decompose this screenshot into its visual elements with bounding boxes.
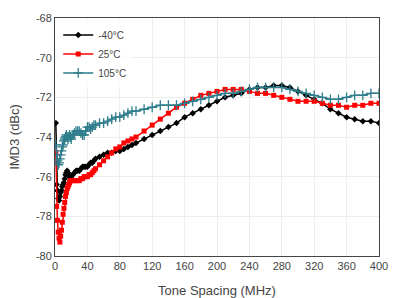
svg-text:-78: -78 (36, 210, 52, 222)
svg-text:280: 280 (273, 260, 291, 272)
svg-text:120: 120 (143, 260, 161, 272)
svg-text:105°C: 105°C (98, 68, 126, 79)
svg-text:-68: -68 (36, 12, 52, 24)
svg-text:360: 360 (337, 260, 355, 272)
svg-text:25°C: 25°C (98, 49, 120, 60)
svg-text:IMD3 (dBc): IMD3 (dBc) (7, 104, 22, 170)
svg-text:400: 400 (370, 260, 388, 272)
svg-text:-74: -74 (36, 131, 52, 143)
svg-text:Tone Spacing (MHz): Tone Spacing (MHz) (158, 283, 276, 298)
svg-text:80: 80 (114, 260, 126, 272)
svg-text:0: 0 (52, 260, 58, 272)
svg-text:160: 160 (175, 260, 193, 272)
svg-text:-40°C: -40°C (98, 30, 124, 41)
svg-text:-72: -72 (36, 91, 52, 103)
svg-text:-80: -80 (36, 250, 52, 262)
svg-text:-76: -76 (36, 171, 52, 183)
svg-text:200: 200 (208, 260, 226, 272)
svg-text:40: 40 (81, 260, 93, 272)
svg-text:240: 240 (240, 260, 258, 272)
svg-text:-70: -70 (36, 52, 52, 64)
svg-text:320: 320 (305, 260, 323, 272)
